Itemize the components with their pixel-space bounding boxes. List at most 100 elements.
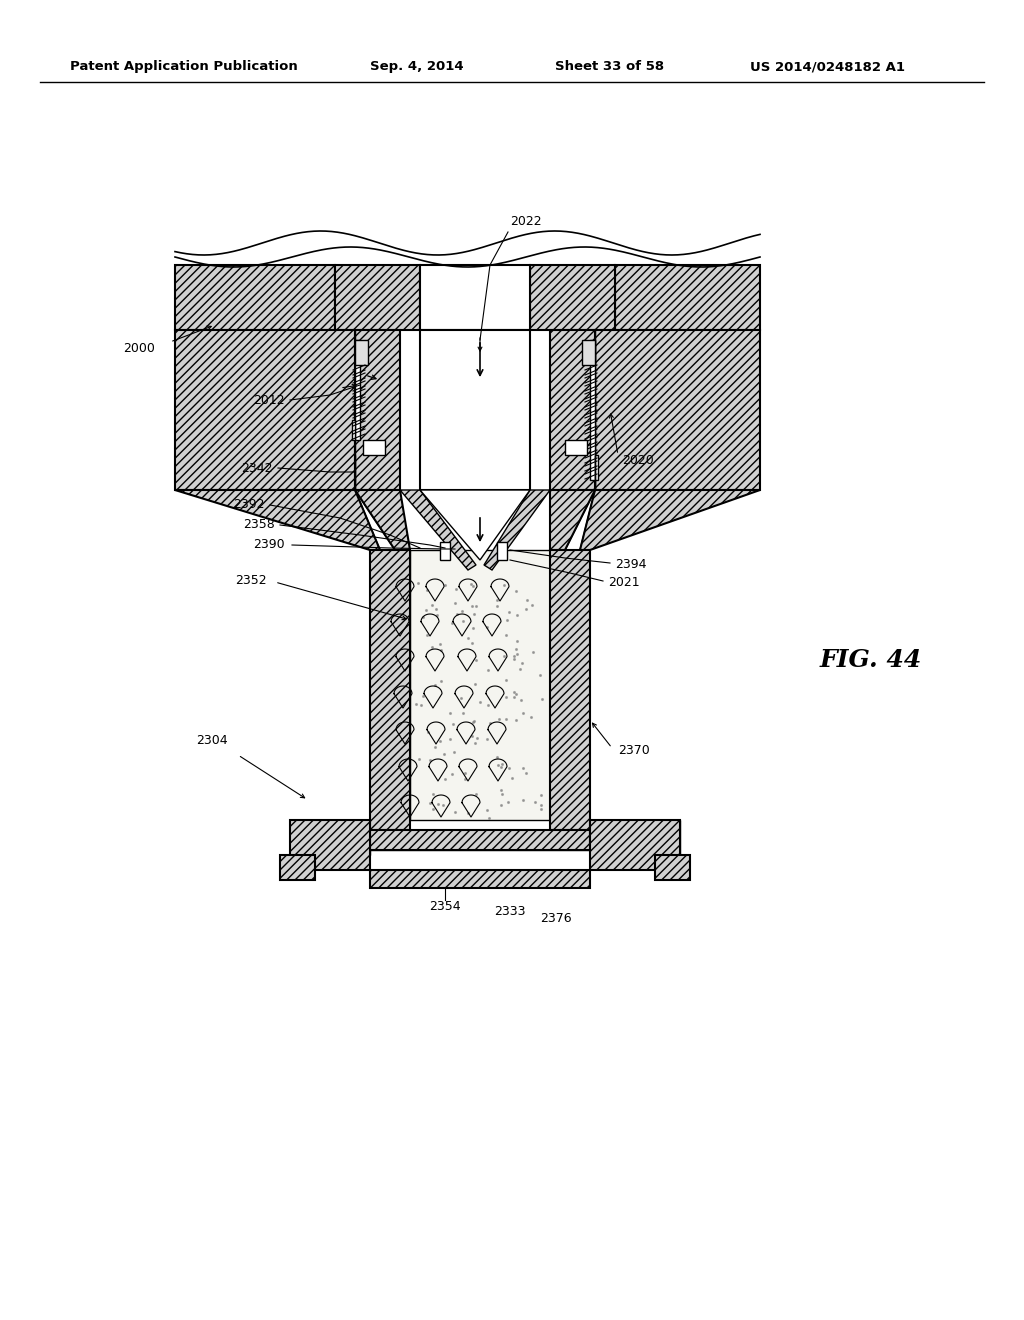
Polygon shape — [355, 330, 400, 490]
Point — [534, 795, 550, 816]
Point — [509, 631, 525, 652]
Point — [415, 685, 431, 706]
Point — [450, 603, 466, 624]
Point — [498, 686, 514, 708]
Point — [436, 744, 453, 766]
Point — [518, 599, 535, 620]
Point — [508, 682, 524, 704]
Point — [464, 726, 480, 747]
Point — [464, 595, 480, 616]
Polygon shape — [582, 341, 595, 366]
Point — [468, 649, 484, 671]
Text: 2333: 2333 — [495, 906, 525, 917]
Polygon shape — [290, 820, 370, 855]
Polygon shape — [420, 490, 530, 560]
Polygon shape — [355, 490, 410, 550]
Point — [427, 737, 443, 758]
Point — [488, 589, 505, 610]
Point — [445, 713, 462, 734]
Point — [437, 770, 454, 791]
Polygon shape — [370, 550, 410, 830]
Point — [446, 801, 463, 822]
Point — [467, 675, 483, 696]
Point — [419, 579, 435, 601]
Point — [494, 756, 510, 777]
Polygon shape — [655, 855, 690, 880]
Point — [515, 789, 531, 810]
Polygon shape — [175, 330, 355, 490]
Text: 2390: 2390 — [253, 539, 285, 552]
Bar — [497, 543, 507, 560]
Bar — [440, 543, 450, 560]
Point — [447, 578, 464, 599]
Point — [479, 616, 496, 638]
Point — [464, 632, 480, 653]
Polygon shape — [595, 455, 598, 480]
Polygon shape — [410, 550, 550, 830]
Polygon shape — [175, 490, 380, 550]
Text: Sep. 4, 2014: Sep. 4, 2014 — [370, 59, 464, 73]
Point — [466, 603, 482, 624]
Point — [488, 595, 505, 616]
Point — [513, 689, 529, 710]
Point — [468, 595, 484, 616]
Polygon shape — [280, 855, 315, 880]
Point — [425, 799, 441, 820]
Polygon shape — [595, 330, 760, 490]
Polygon shape — [370, 830, 590, 850]
Point — [504, 768, 520, 789]
Point — [531, 665, 548, 686]
Point — [465, 711, 481, 733]
Point — [460, 627, 476, 648]
Point — [424, 638, 440, 659]
Polygon shape — [175, 265, 335, 330]
Polygon shape — [420, 265, 530, 330]
Text: 2021: 2021 — [608, 577, 640, 590]
Point — [469, 727, 485, 748]
Point — [430, 793, 446, 814]
Polygon shape — [355, 341, 368, 366]
Text: 2020: 2020 — [622, 454, 653, 466]
Point — [509, 644, 525, 665]
Point — [446, 741, 463, 762]
Polygon shape — [420, 330, 530, 490]
Point — [506, 681, 522, 702]
Polygon shape — [615, 265, 760, 330]
Polygon shape — [352, 420, 355, 440]
Point — [518, 763, 535, 784]
Text: 2000: 2000 — [123, 342, 155, 355]
Point — [494, 754, 510, 775]
Point — [514, 758, 530, 779]
Text: 2304: 2304 — [197, 734, 228, 747]
Point — [523, 706, 540, 727]
Point — [498, 709, 514, 730]
Point — [436, 576, 453, 597]
Point — [465, 710, 481, 731]
Point — [506, 648, 522, 669]
Point — [508, 581, 524, 602]
Polygon shape — [400, 490, 476, 570]
Point — [493, 779, 509, 800]
Point — [457, 763, 473, 784]
Point — [465, 576, 481, 597]
Point — [425, 784, 441, 805]
Point — [488, 747, 505, 768]
Point — [479, 659, 496, 680]
Point — [479, 800, 496, 821]
Text: Sheet 33 of 58: Sheet 33 of 58 — [555, 59, 665, 73]
Polygon shape — [550, 490, 595, 550]
Text: Patent Application Publication: Patent Application Publication — [70, 59, 298, 73]
Polygon shape — [290, 820, 370, 870]
Point — [453, 688, 469, 709]
Point — [532, 799, 549, 820]
Point — [498, 624, 514, 645]
Point — [509, 605, 525, 626]
Point — [518, 590, 535, 611]
Point — [432, 634, 449, 655]
Point — [446, 593, 463, 614]
Text: FIG. 44: FIG. 44 — [820, 648, 923, 672]
Point — [443, 612, 460, 634]
Point — [525, 642, 542, 663]
Text: 2392: 2392 — [233, 499, 265, 511]
Point — [433, 639, 450, 660]
